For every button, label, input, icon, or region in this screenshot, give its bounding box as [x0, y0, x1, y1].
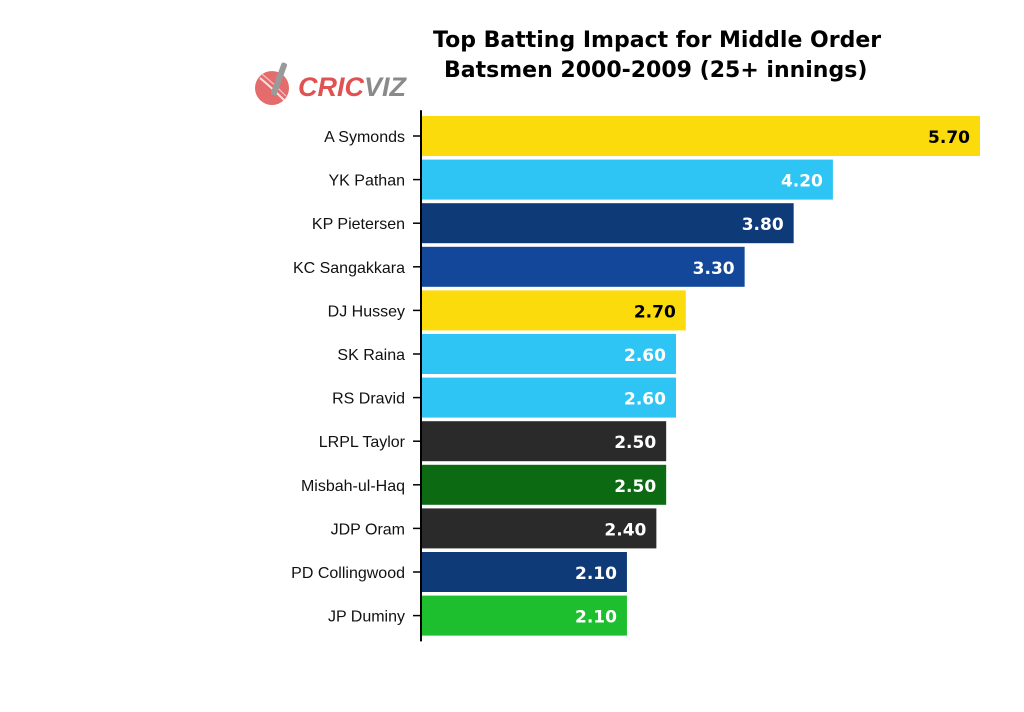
logo-wordmark: CRICVIZ	[298, 72, 406, 103]
y-tick-label: LRPL Taylor	[319, 434, 406, 451]
data-label: 2.10	[575, 564, 617, 584]
data-label: 3.30	[693, 259, 735, 279]
y-tick-label: KC Sangakkara	[293, 260, 405, 277]
bar	[422, 377, 676, 418]
data-label: 3.80	[742, 215, 784, 235]
chart-title-line-2: Batsmen 2000-2009 (25+ innings)	[444, 58, 868, 83]
y-tick-label: KP Pietersen	[312, 216, 405, 233]
logo-text-viz: VIZ	[364, 72, 407, 102]
data-label: 2.10	[575, 608, 617, 628]
data-label: 2.50	[614, 433, 656, 453]
bar	[422, 203, 794, 244]
data-label: 2.40	[604, 520, 646, 540]
bar	[422, 246, 745, 287]
bar	[422, 552, 627, 592]
y-tick-label: YK Pathan	[329, 173, 406, 190]
data-label: 4.20	[781, 172, 823, 192]
cricviz-logo: CRICVIZ	[252, 58, 412, 112]
data-label: 2.70	[634, 302, 676, 322]
bar	[422, 334, 676, 374]
logo-text-cric: CRIC	[298, 72, 364, 102]
chart-title-line-1: Top Batting Impact for Middle Order	[433, 28, 882, 53]
y-tick-label: PD Collingwood	[291, 565, 405, 582]
y-tick-label: A Symonds	[324, 129, 405, 146]
bar	[422, 464, 667, 505]
data-label: 2.60	[624, 346, 666, 366]
bar	[422, 290, 686, 331]
bar	[422, 116, 980, 156]
y-tick-label: Misbah-ul-Haq	[301, 478, 405, 495]
y-tick-label: JP Duminy	[328, 609, 405, 626]
data-label: 2.60	[624, 390, 666, 410]
bar	[422, 159, 833, 200]
data-label: 2.50	[614, 477, 656, 497]
y-tick-label: SK Raina	[337, 347, 405, 364]
data-label: 5.70	[928, 128, 970, 148]
y-tick-label: JDP Oram	[331, 521, 405, 538]
y-tick-label: DJ Hussey	[328, 303, 405, 320]
y-tick-label: RS Dravid	[332, 391, 405, 408]
cricket-ball-bat-icon	[255, 62, 289, 105]
bar	[422, 508, 657, 549]
chart-title: Top Batting Impact for Middle Order Bats…	[400, 26, 1024, 86]
bar	[422, 421, 667, 462]
bar	[422, 595, 627, 636]
